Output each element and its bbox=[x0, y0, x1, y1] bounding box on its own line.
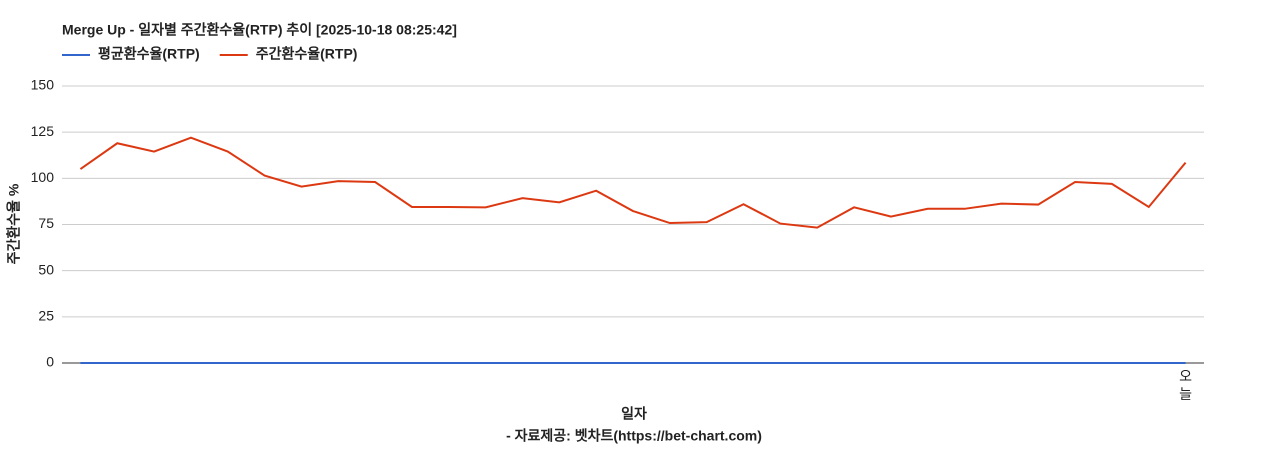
y-tick-label: 125 bbox=[31, 123, 55, 139]
x-axis-label: 일자 bbox=[621, 406, 647, 422]
legend-label: 평균환수율(RTP) bbox=[98, 46, 200, 62]
legend-label: 주간환수율(RTP) bbox=[256, 46, 358, 62]
source-note: - 자료제공: 벳차트(https://bet-chart.com) bbox=[506, 428, 762, 444]
y-tick-label: 25 bbox=[38, 308, 54, 324]
y-tick-label: 50 bbox=[38, 261, 54, 277]
line-series bbox=[79, 136, 1187, 229]
y-tick-label: 100 bbox=[31, 169, 55, 185]
chart-title: Merge Up - 일자별 주간환수율(RTP) 추이 [2025-10-18… bbox=[62, 22, 457, 38]
y-axis-label: 주간환수율 % bbox=[6, 183, 22, 264]
y-tick-label: 75 bbox=[38, 215, 54, 231]
y-tick-label: 0 bbox=[46, 354, 54, 370]
y-tick-label: 150 bbox=[31, 77, 55, 93]
